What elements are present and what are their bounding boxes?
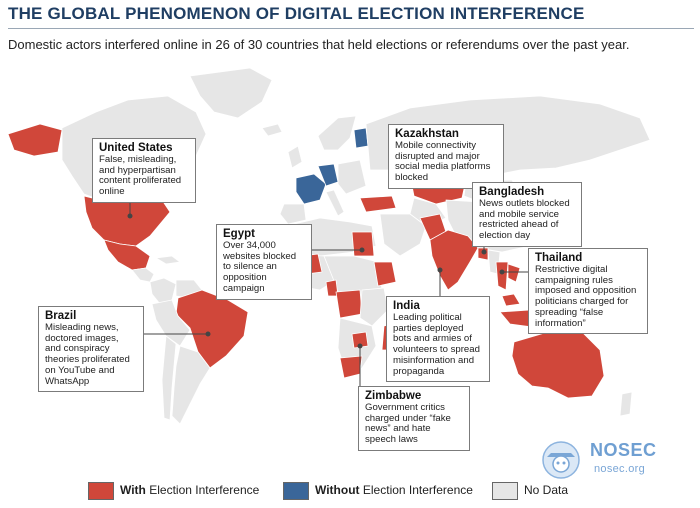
callout-text: Mobile connectivity disrupted and major … bbox=[395, 140, 491, 184]
nosec-watermark: NOSEC nosec.org bbox=[538, 440, 688, 480]
callout-egypt: Egypt Over 34,000 websites blocked to si… bbox=[216, 224, 312, 300]
callout-text: Government critics charged under “fake n… bbox=[365, 402, 451, 446]
legend-with-bold: With bbox=[120, 483, 146, 497]
nosec-url: nosec.org bbox=[594, 463, 646, 475]
country-turkey bbox=[359, 195, 397, 213]
legend-label-without: Without Election Interference bbox=[315, 483, 473, 497]
country-mexico bbox=[103, 239, 151, 271]
legend-swatch-without bbox=[283, 482, 309, 500]
callout-title: United States bbox=[99, 142, 173, 154]
region-eastern-europe bbox=[337, 159, 367, 195]
callout-text: Misleading news, doctored images, and co… bbox=[45, 322, 130, 387]
country-thailand bbox=[495, 261, 509, 291]
callout-text: Leading political parties deployed bots … bbox=[393, 312, 480, 377]
page-subtitle: Domestic actors interfered online in 26 … bbox=[8, 37, 630, 52]
callout-text: Restrictive digital campaigning rules im… bbox=[535, 264, 637, 329]
callout-title: Thailand bbox=[535, 252, 583, 264]
country-finland bbox=[353, 127, 369, 149]
region-italy bbox=[325, 189, 345, 217]
country-drc bbox=[335, 289, 363, 319]
callout-title: India bbox=[393, 300, 420, 312]
region-middle-east bbox=[379, 213, 427, 257]
callout-united-states: United States False, misleading, and hyp… bbox=[92, 138, 196, 203]
country-france bbox=[295, 173, 327, 205]
callout-zimbabwe: Zimbabwe Government critics charged unde… bbox=[358, 386, 470, 451]
region-central-america bbox=[131, 267, 155, 283]
callout-india: India Leading political parties deployed… bbox=[386, 296, 490, 383]
country-south-africa bbox=[339, 355, 363, 379]
callout-text: Over 34,000 websites blocked to silence … bbox=[223, 240, 297, 294]
region-new-zealand bbox=[619, 391, 633, 417]
region-scandinavia bbox=[317, 115, 357, 151]
page-title: THE GLOBAL PHENOMENON OF DIGITAL ELECTIO… bbox=[8, 4, 585, 23]
legend-label-no-data: No Data bbox=[524, 483, 569, 497]
legend-label-with: With Election Interference bbox=[120, 483, 259, 497]
region-caribbean bbox=[155, 255, 181, 265]
country-united-states bbox=[83, 195, 171, 247]
region-chile bbox=[161, 335, 177, 421]
callout-thailand: Thailand Restrictive digital campaigning… bbox=[528, 248, 648, 335]
callout-title: Brazil bbox=[45, 310, 77, 322]
country-australia bbox=[511, 329, 605, 399]
legend-with-rest: Election Interference bbox=[149, 483, 260, 497]
region-east-africa bbox=[359, 287, 389, 327]
country-alaska bbox=[7, 123, 63, 157]
callout-title: Zimbabwe bbox=[365, 390, 422, 402]
country-cambodia bbox=[507, 263, 521, 283]
callout-kazakhstan: Kazakhstan Mobile connectivity disrupted… bbox=[388, 124, 504, 189]
country-zimbabwe bbox=[351, 331, 369, 349]
callout-brazil: Brazil Misleading news, doctored images,… bbox=[38, 306, 144, 393]
country-malaysia bbox=[501, 293, 521, 307]
country-egypt bbox=[351, 231, 375, 257]
country-ethiopia bbox=[373, 261, 397, 287]
region-uk bbox=[287, 145, 303, 169]
legend-without-rest: Election Interference bbox=[362, 483, 473, 497]
region-argentina bbox=[171, 345, 211, 425]
callout-title: Bangladesh bbox=[479, 186, 545, 198]
region-greenland bbox=[189, 67, 273, 119]
country-india bbox=[429, 229, 479, 291]
region-iceland bbox=[261, 123, 283, 137]
callout-text: False, misleading, and hyperpartisan con… bbox=[99, 154, 182, 198]
callout-text: News outlets blocked and mobile service … bbox=[479, 198, 570, 242]
region-iberia bbox=[279, 203, 307, 225]
nosec-name: NOSEC bbox=[590, 440, 657, 460]
callout-title: Kazakhstan bbox=[395, 128, 459, 140]
callout-bangladesh: Bangladesh News outlets blocked and mobi… bbox=[472, 182, 582, 247]
nosec-logo-icon bbox=[542, 441, 580, 479]
legend-swatch-no-data bbox=[492, 482, 518, 500]
callout-title: Egypt bbox=[223, 228, 255, 240]
map-legend: With Election Interference Without Elect… bbox=[0, 478, 700, 504]
title-divider bbox=[8, 28, 694, 29]
legend-without-bold: Without bbox=[315, 483, 360, 497]
legend-swatch-with bbox=[88, 482, 114, 500]
